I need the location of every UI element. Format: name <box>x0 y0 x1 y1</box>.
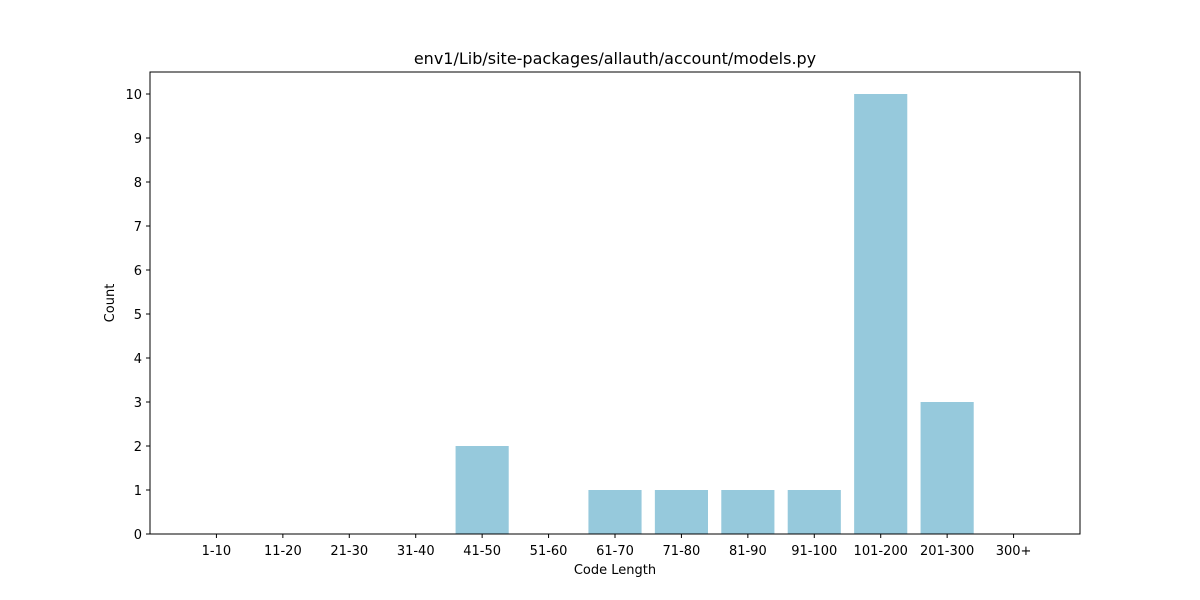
x-tick-label: 91-100 <box>791 544 837 559</box>
y-tick-label: 7 <box>134 220 142 235</box>
y-tick-label: 4 <box>134 352 142 367</box>
bars-layer <box>455 94 974 534</box>
x-tick-label: 61-70 <box>596 544 634 559</box>
x-tick-label: 81-90 <box>729 544 767 559</box>
bar-201-300 <box>920 402 974 534</box>
x-tick-label: 31-40 <box>397 544 435 559</box>
y-tick-label: 9 <box>134 132 142 147</box>
y-tick-label: 3 <box>134 396 142 411</box>
x-axis-label: Code Length <box>574 563 656 578</box>
bar-71-80 <box>654 490 708 534</box>
x-tick-label: 21-30 <box>330 544 368 559</box>
y-tick-label: 5 <box>134 308 142 323</box>
x-tick-label: 1-10 <box>202 544 232 559</box>
bar-91-100 <box>787 490 841 534</box>
bar-61-70 <box>588 490 642 534</box>
x-axis-ticks: 1-10 11-20 21-30 31-40 41-50 51-60 61-70 71-80 8… <box>202 534 1032 559</box>
y-tick-label: 1 <box>134 484 142 499</box>
bar-101-200 <box>854 94 908 534</box>
x-tick-label: 41-50 <box>463 544 501 559</box>
x-tick-label: 71-80 <box>663 544 701 559</box>
y-tick-label: 0 <box>134 528 142 543</box>
y-tick-label: 8 <box>134 176 142 191</box>
y-axis-label: Count <box>103 284 118 323</box>
x-tick-label: 201-300 <box>920 544 974 559</box>
plot-frame <box>149 71 1081 535</box>
bar-41-50 <box>455 446 509 534</box>
y-tick-label: 2 <box>134 440 142 455</box>
x-tick-label: 11-20 <box>264 544 302 559</box>
y-tick-label: 10 <box>125 88 142 103</box>
x-tick-label: 51-60 <box>530 544 568 559</box>
x-tick-label: 101-200 <box>854 544 908 559</box>
x-tick-label: 300+ <box>996 544 1032 559</box>
y-axis-ticks: 0 1 2 3 4 5 6 7 8 9 10 <box>125 88 150 543</box>
chart-title: env1/Lib/site-packages/allauth/account/m… <box>414 49 816 68</box>
bar-81-90 <box>721 490 775 534</box>
y-tick-label: 6 <box>134 264 142 279</box>
